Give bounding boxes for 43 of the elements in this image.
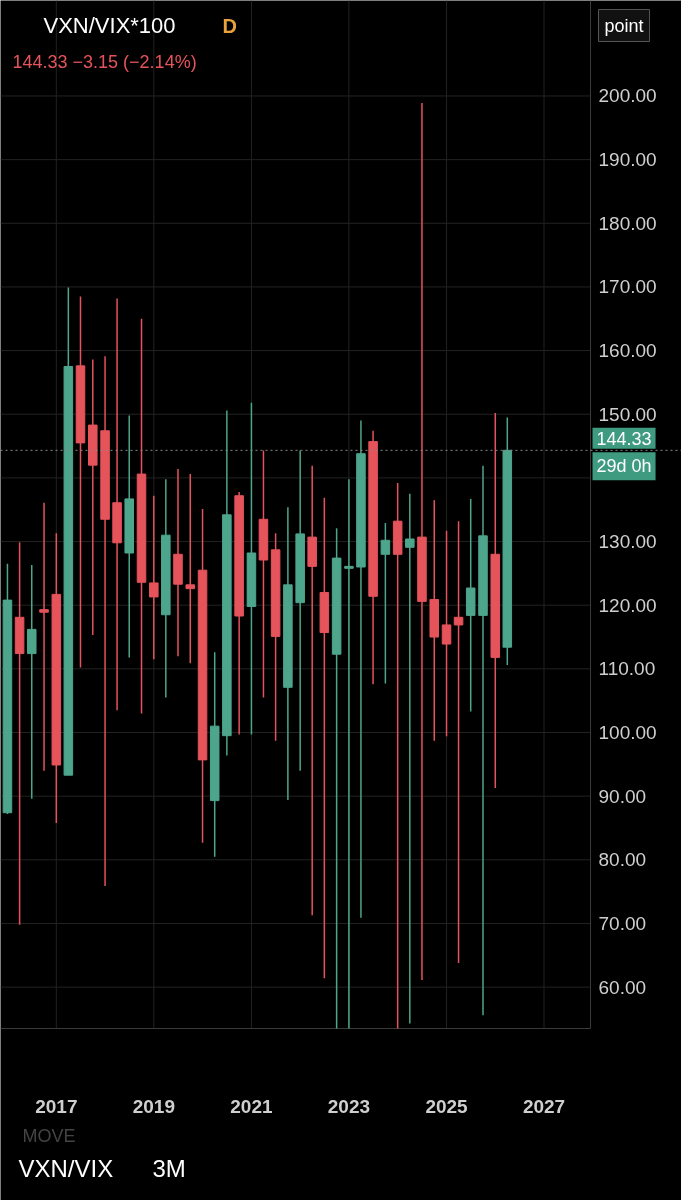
ref-line-label: 144.33 <box>596 428 652 449</box>
candlestick <box>307 465 317 916</box>
candlestick <box>380 522 391 685</box>
y-tick-label: 70.00 <box>598 912 647 934</box>
y-tick-label: 170.00 <box>598 276 657 298</box>
y-tick-label: 190.00 <box>598 149 657 171</box>
y-tick-label: 100.00 <box>598 722 657 744</box>
x-tick-label: 2017 <box>35 1096 78 1117</box>
y-tick-label: 160.00 <box>598 340 657 362</box>
candlestick <box>441 529 452 738</box>
candlestick <box>185 473 196 664</box>
x-tick-label: 2025 <box>425 1096 469 1117</box>
text: 3M <box>152 1155 186 1182</box>
y-tick-label: 120.00 <box>598 594 657 616</box>
x-tick-label: 2021 <box>230 1096 273 1117</box>
candlestick <box>319 496 330 979</box>
y-tick-label: 200.00 <box>598 85 657 107</box>
text: 29d 0h <box>596 456 652 477</box>
candlestick <box>405 493 415 1025</box>
candlestick <box>39 501 49 772</box>
candlestick <box>14 541 25 926</box>
y-tick-label: 130.00 <box>598 531 657 553</box>
candlestick <box>112 297 122 711</box>
y-tick-label: 150.00 <box>598 403 657 425</box>
candlestick <box>26 564 37 800</box>
candlestick <box>392 482 403 1030</box>
text: MOVE <box>22 1125 76 1146</box>
candlestick <box>417 102 427 981</box>
text: 144.33 −3.15 (−2.14%) <box>12 51 197 72</box>
y-tick-label: 110.00 <box>598 658 656 680</box>
x-tick-label: 2023 <box>327 1096 371 1117</box>
y-tick-label: 180.00 <box>598 212 657 234</box>
y-tick-label: 60.00 <box>598 976 647 998</box>
y-tick-label: 80.00 <box>598 849 647 871</box>
x-tick-label: 2027 <box>522 1096 566 1117</box>
annotation: D <box>222 14 237 37</box>
y-tick-label: 90.00 <box>598 785 647 807</box>
text: point <box>604 15 644 36</box>
candlestick <box>453 520 464 964</box>
text: VXN/VIX <box>18 1155 114 1182</box>
candlestick <box>149 494 159 661</box>
x-tick-label: 2019 <box>132 1096 175 1117</box>
text: VXN/VIX*100 <box>43 13 176 38</box>
